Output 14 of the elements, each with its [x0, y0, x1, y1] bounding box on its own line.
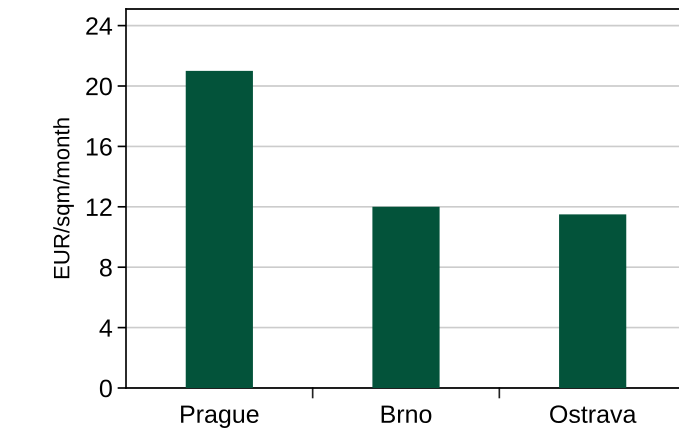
x-tick-label: Brno	[382, 406, 432, 424]
y-tick-label: 24	[86, 17, 112, 35]
y-tick-label: 20	[86, 78, 112, 96]
y-tick-label: 16	[86, 138, 112, 156]
y-tick-label: 8	[100, 258, 112, 277]
bar	[372, 206, 440, 388]
y-axis-title: EUR/sqm/month	[53, 118, 74, 278]
bar	[186, 70, 253, 388]
bar	[559, 214, 626, 388]
x-tick-label: Prague	[181, 406, 259, 428]
y-tick-label: 12	[86, 198, 112, 216]
y-tick-label: 0	[100, 380, 112, 398]
y-tick-label: 4	[99, 319, 112, 337]
x-tick-label: Ostrava	[550, 405, 636, 424]
